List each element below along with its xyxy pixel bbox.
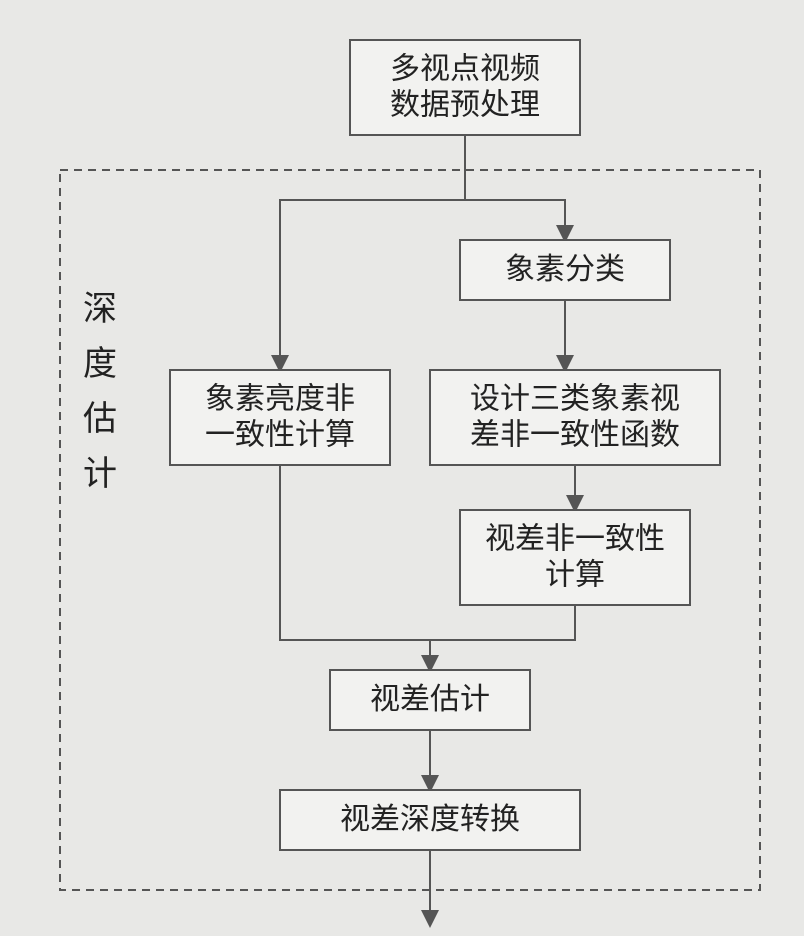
node-label: 多视点视频: [390, 52, 540, 85]
node-label: 象素分类: [505, 253, 625, 286]
node-label: 象素亮度非: [205, 382, 355, 415]
node-label: 视差深度转换: [340, 803, 520, 836]
node-label: 设计三类象素视: [470, 382, 680, 415]
node-n2: 象素分类: [460, 240, 670, 300]
node-n7: 视差深度转换: [280, 790, 580, 850]
node-label: 差非一致性函数: [470, 418, 680, 451]
node-n4: 设计三类象素视差非一致性函数: [430, 370, 720, 465]
flowchart-canvas: 深度估计 多视点视频数据预处理象素分类象素亮度非一致性计算设计三类象素视差非一致…: [0, 0, 804, 936]
edge-e6: [280, 465, 430, 640]
region-label-char: 深: [83, 291, 117, 328]
region-label-char: 度: [83, 345, 117, 383]
node-label: 数据预处理: [390, 88, 540, 121]
node-n1: 多视点视频数据预处理: [350, 40, 580, 135]
edge-e2: [280, 200, 465, 370]
edge-e7: [430, 605, 575, 640]
node-n6: 视差估计: [330, 670, 530, 730]
node-n5: 视差非一致性计算: [460, 510, 690, 605]
nodes-group: 多视点视频数据预处理象素分类象素亮度非一致性计算设计三类象素视差非一致性函数视差…: [170, 40, 720, 850]
region-label-char: 计: [83, 456, 117, 493]
edge-e3: [465, 200, 565, 240]
node-label: 视差估计: [370, 683, 490, 716]
node-n3: 象素亮度非一致性计算: [170, 370, 390, 465]
node-label: 计算: [545, 558, 605, 591]
region-label-depth-estimation: 深度估计: [83, 291, 117, 493]
node-label: 视差非一致性: [485, 522, 665, 555]
region-label-char: 估: [83, 400, 117, 438]
node-label: 一致性计算: [205, 418, 355, 451]
